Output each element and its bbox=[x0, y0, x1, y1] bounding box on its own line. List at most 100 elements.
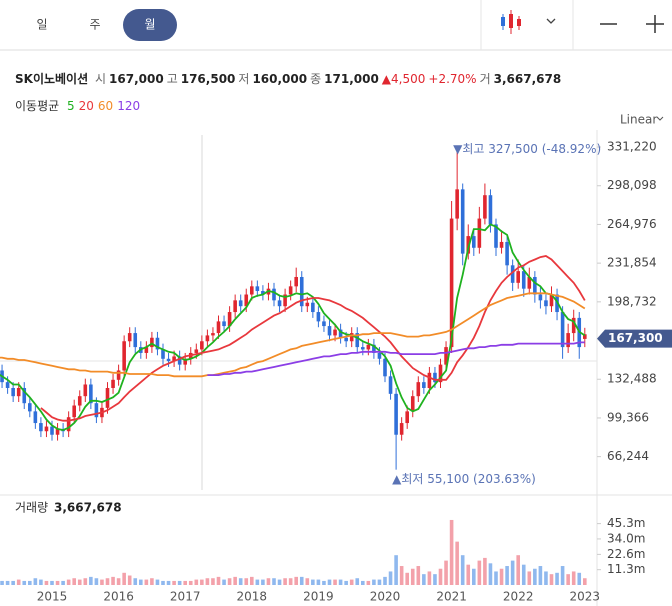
candle-body bbox=[549, 294, 554, 307]
volume-bar bbox=[499, 568, 504, 585]
quote-value: 167,000 bbox=[109, 72, 164, 86]
candle-body bbox=[416, 382, 421, 397]
y-tick-label: 298,098 bbox=[607, 178, 657, 192]
candle-body bbox=[11, 387, 15, 397]
candle-body bbox=[383, 358, 387, 377]
volume-bar bbox=[549, 574, 554, 585]
volume-tick-label: 11.3m bbox=[607, 562, 645, 576]
volume-tick-label: 45.3m bbox=[607, 516, 645, 530]
volume-bar bbox=[405, 572, 409, 585]
volume-bar bbox=[111, 576, 115, 585]
candle-body bbox=[238, 300, 243, 307]
volume-bar bbox=[39, 579, 43, 585]
candle-body bbox=[521, 271, 526, 289]
volume-bar bbox=[283, 578, 287, 585]
volume-bar bbox=[155, 579, 160, 585]
volume-bar bbox=[560, 566, 565, 585]
candle-body bbox=[355, 333, 360, 348]
volume-bar bbox=[139, 579, 143, 585]
volume-title: 거래량 bbox=[15, 501, 48, 515]
volume-bar bbox=[349, 579, 354, 585]
y-tick-label: 99,366 bbox=[607, 410, 649, 424]
volume-bar bbox=[361, 580, 365, 585]
x-tick-label: 2018 bbox=[237, 590, 268, 604]
candle-body bbox=[94, 403, 99, 418]
volume-bar bbox=[127, 575, 132, 585]
y-tick-label: 331,220 bbox=[607, 140, 657, 154]
candle-body bbox=[477, 218, 482, 248]
candle-body bbox=[89, 384, 93, 404]
candle-body bbox=[116, 370, 121, 380]
volume-bar bbox=[161, 580, 165, 585]
tab[interactable]: 월 bbox=[144, 18, 155, 32]
quote-label: 거 bbox=[479, 72, 491, 86]
volume-bar bbox=[316, 579, 321, 585]
tab[interactable]: 일 bbox=[36, 18, 47, 32]
volume-bar bbox=[44, 580, 49, 585]
candle-body bbox=[499, 241, 504, 248]
volume-bar bbox=[410, 568, 415, 585]
candle-body bbox=[455, 189, 459, 219]
volume-bar bbox=[305, 578, 310, 585]
candle-body bbox=[438, 364, 443, 383]
quote-value: 160,000 bbox=[252, 72, 308, 86]
volume-bar bbox=[383, 576, 387, 585]
volume-bar bbox=[61, 580, 65, 585]
y-tick-label: 66,244 bbox=[607, 449, 649, 463]
volume-bar bbox=[344, 580, 348, 585]
candle-body bbox=[44, 426, 49, 432]
candle-body bbox=[472, 236, 476, 248]
volume-bar bbox=[5, 580, 10, 585]
candle-body bbox=[166, 358, 171, 362]
volume-bar bbox=[188, 580, 193, 585]
candle-body bbox=[227, 312, 232, 327]
candle-body bbox=[427, 372, 432, 388]
y-tick-label: 198,732 bbox=[607, 294, 657, 308]
volume-bar bbox=[438, 568, 443, 585]
volume-bar bbox=[55, 580, 60, 585]
volume-bar bbox=[510, 560, 515, 585]
candle-body bbox=[277, 300, 282, 307]
annotation-low: ▲최저 55,100 (203.63%) bbox=[392, 472, 536, 486]
candle-body bbox=[211, 333, 215, 336]
candle-body bbox=[22, 387, 27, 404]
candle-icon[interactable] bbox=[501, 10, 521, 34]
candle-body bbox=[283, 294, 287, 307]
candle-body bbox=[410, 396, 415, 412]
x-tick-label: 2023 bbox=[570, 590, 601, 604]
scale-label[interactable]: Linear bbox=[620, 113, 657, 127]
candle-body bbox=[16, 387, 21, 397]
candle-body bbox=[161, 349, 165, 359]
quote-value: 171,000 bbox=[324, 72, 379, 86]
volume-bar bbox=[338, 579, 343, 585]
volume-bar bbox=[94, 578, 99, 585]
candle-body bbox=[150, 337, 154, 348]
candle-body bbox=[200, 341, 204, 350]
tab[interactable]: 주 bbox=[89, 18, 100, 32]
candle-body bbox=[111, 379, 115, 388]
zoom-in[interactable] bbox=[646, 15, 664, 33]
ma-label: 이동평균 bbox=[15, 99, 60, 113]
x-tick-label: 2019 bbox=[303, 590, 334, 604]
volume-tick-label: 22.6m bbox=[607, 547, 645, 561]
dropdown-chevron[interactable] bbox=[546, 18, 556, 24]
scale-chevron[interactable] bbox=[656, 116, 664, 121]
y-tick-label: 132,488 bbox=[607, 372, 657, 386]
candle-body bbox=[322, 321, 326, 327]
candle-body bbox=[344, 337, 348, 342]
volume-bar bbox=[483, 557, 487, 585]
x-tick-label: 2022 bbox=[503, 590, 534, 604]
candle-body bbox=[388, 376, 393, 394]
volume-bar bbox=[261, 579, 265, 585]
icon-part bbox=[501, 17, 505, 26]
quote-label: 종 bbox=[310, 72, 322, 86]
volume-bar bbox=[460, 555, 465, 585]
volume-bar bbox=[11, 580, 15, 585]
volume-bar bbox=[394, 555, 398, 585]
candle-body bbox=[333, 329, 337, 336]
ma-line bbox=[0, 223, 586, 432]
volume-bar bbox=[250, 576, 254, 585]
candle-body bbox=[377, 352, 382, 359]
volume-bar bbox=[333, 579, 337, 585]
